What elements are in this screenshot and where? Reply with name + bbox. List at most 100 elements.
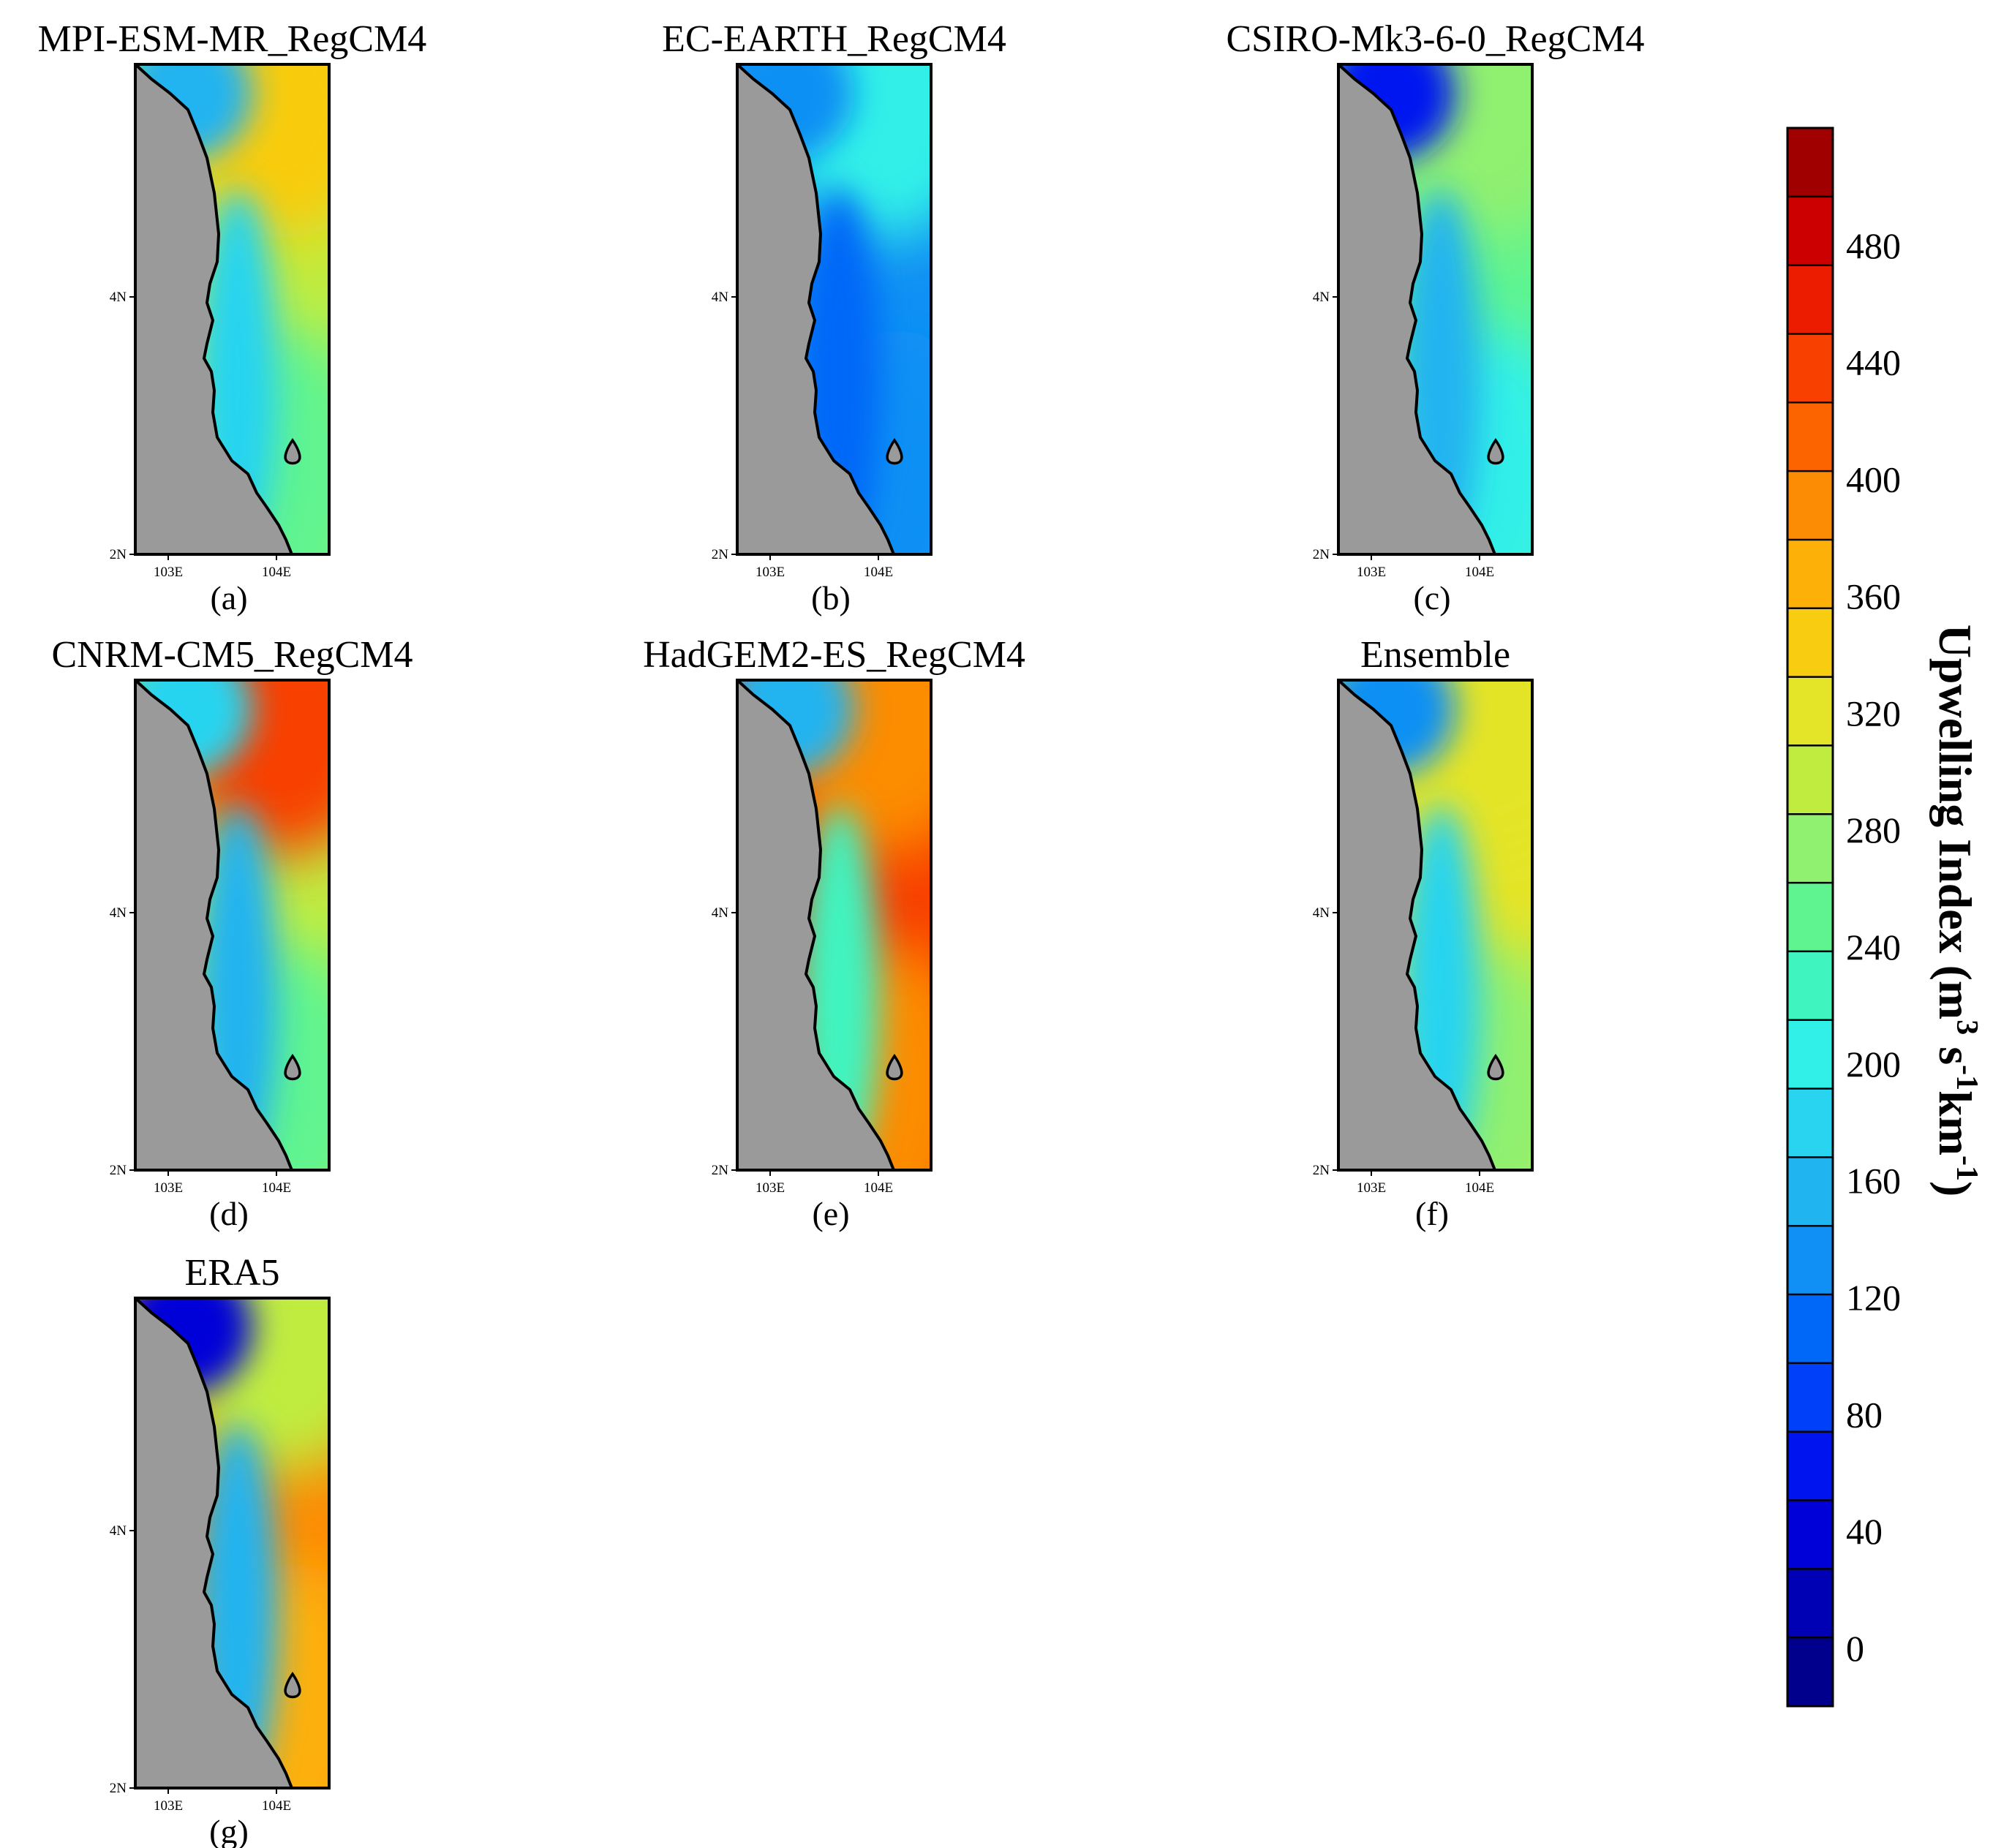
lat-label: 2N <box>1313 547 1330 562</box>
land-mass <box>135 1298 293 1788</box>
colorbar-tick-label: 280 <box>1846 810 1901 851</box>
upwelling-field <box>135 680 329 1170</box>
lon-label: 103E <box>154 1798 183 1814</box>
lat-label: 2N <box>1313 1163 1330 1178</box>
colorbar-title-sup1: 3 <box>1950 1019 1983 1035</box>
lat-label: 2N <box>110 1781 127 1796</box>
lat-label: 2N <box>712 1163 729 1178</box>
island-marker <box>284 437 301 465</box>
island-marker <box>284 1053 301 1081</box>
lon-label: 103E <box>1357 1180 1386 1196</box>
colorbar-tick-label: 440 <box>1846 342 1901 383</box>
colorbar-swatch <box>1787 1019 1833 1090</box>
upwelling-field <box>135 64 329 554</box>
lon-label: 104E <box>864 1180 893 1196</box>
map-panel-a: MPI-ESM-MR_RegCM4 4N 2N 103E 104E (a) <box>38 18 427 616</box>
colorbar-swatch <box>1787 1362 1833 1433</box>
land-mass <box>135 64 293 554</box>
panel-title: ERA5 <box>185 1252 280 1294</box>
panel-title: CNRM-CM5_RegCM4 <box>51 634 412 676</box>
map-panel-g: ERA5 4N 2N 103E 104E (g) <box>110 1252 331 1848</box>
colorbar-title-text: Upwelling Index (m <box>1929 625 1981 1020</box>
colorbar-tick-label: 80 <box>1846 1394 1883 1435</box>
upwelling-field <box>135 1298 329 1788</box>
map-panel-d: CNRM-CM5_RegCM4 4N 2N 103E 104E (d) <box>51 634 412 1232</box>
colorbar-swatch <box>1787 608 1833 678</box>
map-panel-f: Ensemble 4N 2N 103E 104E (f) <box>1313 634 1534 1232</box>
lat-label: 2N <box>110 1163 127 1178</box>
colorbar-swatch <box>1787 676 1833 746</box>
colorbar-swatch <box>1787 196 1833 266</box>
upwelling-field <box>737 680 931 1170</box>
island-marker <box>284 1671 301 1699</box>
lon-label: 104E <box>1465 1180 1494 1196</box>
colorbar-tick-label: 320 <box>1846 693 1901 733</box>
colorbar-swatches <box>1787 128 1833 1707</box>
panel-label: (b) <box>811 579 851 616</box>
colorbar-title-mid2: km <box>1929 1090 1981 1155</box>
upwelling-field <box>1338 680 1532 1170</box>
map-frame <box>134 63 331 556</box>
map-frame <box>1337 63 1534 556</box>
colorbar-swatch <box>1787 471 1833 540</box>
colorbar-swatch <box>1787 1569 1833 1638</box>
colorbar-title-mid: s <box>1929 1035 1981 1065</box>
lon-label: 103E <box>154 565 183 580</box>
colorbar-swatch <box>1787 128 1833 197</box>
panel-label: (a) <box>210 579 247 616</box>
colorbar-tick-label: 400 <box>1846 459 1901 500</box>
lon-label: 104E <box>262 1798 291 1814</box>
colorbar-swatch <box>1787 1637 1833 1707</box>
island-marker <box>886 1053 903 1081</box>
lon-label: 103E <box>1357 565 1386 580</box>
map-panels: MPI-ESM-MR_RegCM4 4N 2N 103E 104E (a) EC-EARTH… <box>38 18 1645 1848</box>
colorbar-swatch <box>1787 1088 1833 1158</box>
island-marker <box>1487 1053 1504 1081</box>
land-mass <box>135 680 293 1170</box>
colorbar-tick-label: 240 <box>1846 927 1901 968</box>
panel-title: MPI-ESM-MR_RegCM4 <box>38 18 427 60</box>
colorbar-title: Upwelling Index (m3 s-1km-1) <box>1929 625 1983 1197</box>
land-mass <box>1338 64 1496 554</box>
lat-label: 4N <box>110 1523 127 1539</box>
upwelling-field <box>737 64 931 554</box>
lat-label: 4N <box>110 290 127 305</box>
panel-label: (c) <box>1413 579 1450 616</box>
land-mass <box>1338 680 1496 1170</box>
lat-label: 4N <box>110 905 127 921</box>
lon-label: 104E <box>864 565 893 580</box>
colorbar-title-close: ) <box>1929 1181 1981 1196</box>
panel-label: (g) <box>209 1813 249 1848</box>
colorbar-swatch <box>1787 1226 1833 1295</box>
colorbar-swatch <box>1787 1431 1833 1501</box>
colorbar-swatch <box>1787 402 1833 472</box>
panel-label: (d) <box>209 1195 249 1232</box>
island-marker <box>1487 437 1504 465</box>
map-frame <box>134 679 331 1172</box>
colorbar-swatch <box>1787 1294 1833 1364</box>
colorbar-frame <box>1786 127 1834 1708</box>
lat-label: 4N <box>712 905 729 921</box>
lat-label: 2N <box>110 547 127 562</box>
lat-label: 2N <box>712 547 729 562</box>
colorbar-tick-label: 40 <box>1846 1511 1883 1552</box>
lat-label: 4N <box>1313 290 1330 305</box>
lat-label: 4N <box>1313 905 1330 921</box>
lon-label: 103E <box>756 1180 785 1196</box>
lon-label: 103E <box>756 565 785 580</box>
colorbar-swatch <box>1787 883 1833 952</box>
map-frame <box>736 679 932 1172</box>
land-mass <box>737 64 895 554</box>
colorbar-tick-label: 0 <box>1846 1628 1864 1669</box>
colorbar-swatch <box>1787 951 1833 1021</box>
panel-title: CSIRO-Mk3-6-0_RegCM4 <box>1226 18 1644 60</box>
colorbar-swatch <box>1787 814 1833 883</box>
map-frame <box>736 63 932 556</box>
colorbar-swatch <box>1787 539 1833 609</box>
colorbar-tick-label: 120 <box>1846 1278 1901 1319</box>
upwelling-field <box>1338 64 1532 554</box>
colorbar-title-sup2: -1 <box>1950 1065 1983 1090</box>
